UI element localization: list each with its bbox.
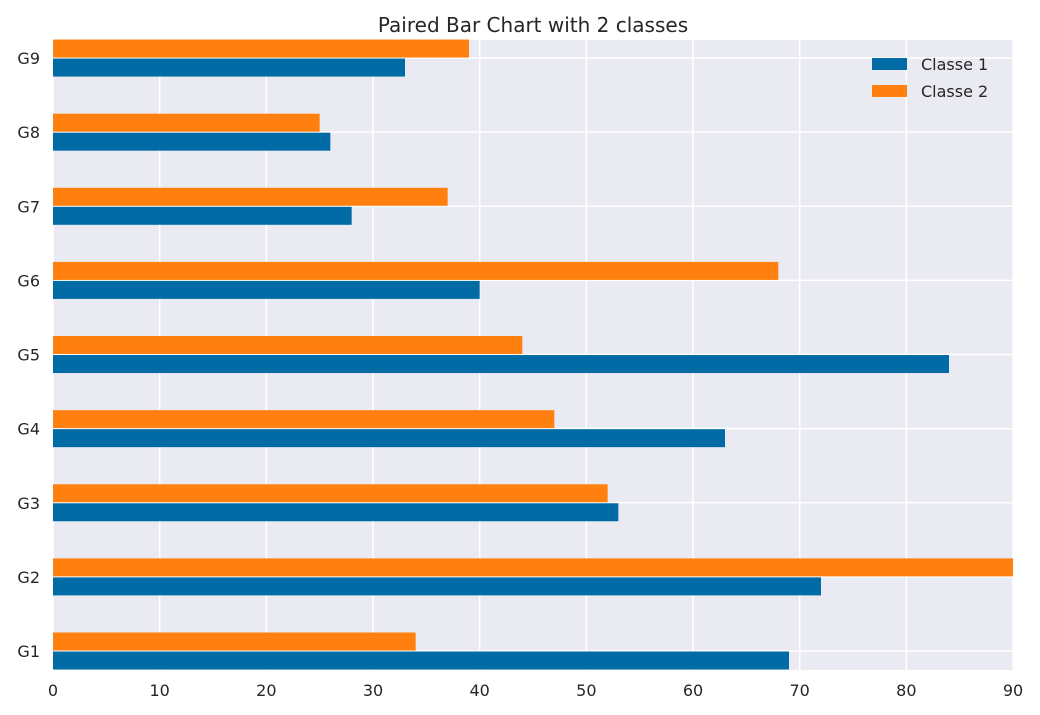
x-tick-label: 50 [576, 681, 596, 700]
x-tick-label: 60 [683, 681, 703, 700]
bar-1-G1 [53, 651, 789, 670]
y-tick-label: G1 [17, 642, 40, 661]
legend-label: Classe 2 [921, 82, 988, 101]
bar-1-G8 [53, 132, 331, 151]
x-tick-label: 40 [469, 681, 489, 700]
legend-swatch [872, 58, 907, 70]
y-tick-label: G6 [17, 271, 40, 290]
bar-2-G7 [53, 187, 448, 206]
bar-2-G5 [53, 336, 523, 355]
bar-2-G3 [53, 484, 608, 503]
bar-2-G4 [53, 410, 555, 429]
bar-1-G6 [53, 280, 480, 299]
chart-title: Paired Bar Chart with 2 classes [378, 13, 688, 37]
y-tick-label: G3 [17, 494, 40, 513]
x-tick-label: 90 [1003, 681, 1023, 700]
x-tick-label: 20 [256, 681, 276, 700]
x-tick-label: 30 [363, 681, 383, 700]
x-axis-ticks: 0 10 20 30 40 50 60 70 80 90 [48, 681, 1023, 700]
bar-2-G1 [53, 632, 416, 651]
x-tick-label: 80 [896, 681, 916, 700]
bars [53, 39, 1013, 670]
y-axis-ticks: G1 G2 G3 G4 G5 G6 G7 G8 G9 [17, 49, 40, 661]
x-tick-label: 70 [789, 681, 809, 700]
x-tick-label: 0 [48, 681, 58, 700]
bar-1-G7 [53, 206, 352, 225]
y-tick-label: G2 [17, 568, 40, 587]
bar-2-G2 [53, 558, 1013, 577]
bar-1-G2 [53, 577, 821, 596]
y-tick-label: G8 [17, 123, 40, 142]
x-tick-label: 10 [149, 681, 169, 700]
bar-1-G5 [53, 355, 949, 374]
bar-1-G9 [53, 58, 405, 77]
bar-2-G6 [53, 261, 779, 280]
legend-swatch [872, 85, 907, 97]
bar-1-G3 [53, 503, 619, 522]
y-tick-label: G5 [17, 346, 40, 365]
y-tick-label: G7 [17, 197, 40, 216]
bar-1-G4 [53, 429, 725, 448]
y-tick-label: G4 [17, 420, 40, 439]
y-tick-label: G9 [17, 49, 40, 68]
legend-label: Classe 1 [921, 55, 988, 74]
legend: Classe 1 Classe 2 [872, 55, 988, 101]
bar-2-G8 [53, 113, 320, 132]
bar-2-G9 [53, 39, 469, 58]
